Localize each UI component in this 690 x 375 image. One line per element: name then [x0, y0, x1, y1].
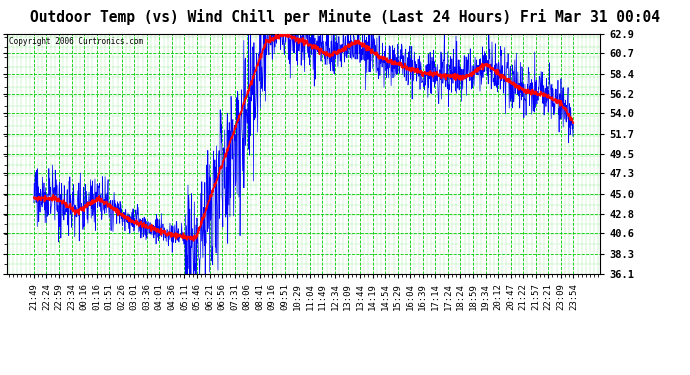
Text: Copyright 2006 Curtronics.com: Copyright 2006 Curtronics.com — [9, 38, 143, 46]
Text: Outdoor Temp (vs) Wind Chill per Minute (Last 24 Hours) Fri Mar 31 00:04: Outdoor Temp (vs) Wind Chill per Minute … — [30, 9, 660, 26]
